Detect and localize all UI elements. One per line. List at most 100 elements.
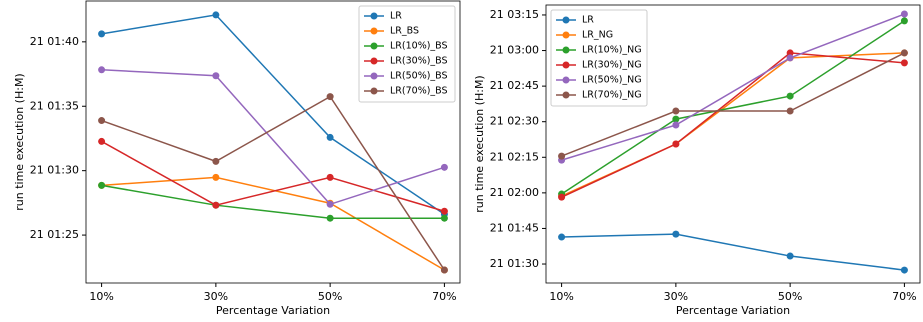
- legend-label: LR(50%)_BS: [390, 71, 448, 82]
- legend-marker: [562, 46, 570, 54]
- plot-frame: [85, 0, 461, 284]
- y-tick-label: 21 01:35: [30, 99, 79, 112]
- y-tick-label: 21 01:40: [30, 35, 79, 48]
- y-tick-label: 21 03:00: [490, 44, 539, 57]
- point: [900, 17, 908, 25]
- point: [326, 133, 334, 141]
- point: [212, 72, 220, 80]
- legend-marker: [562, 76, 570, 84]
- y-axis-label: run time execution (H:M): [13, 73, 26, 210]
- point: [672, 115, 680, 123]
- legend-marker: [370, 72, 378, 80]
- point: [900, 10, 908, 18]
- legend-label: LR(70%)_BS: [390, 86, 448, 97]
- x-tick-label: 30%: [204, 290, 228, 303]
- plot-frame: [545, 4, 921, 284]
- legend: LR LR_NG LR(10%)_NG LR(30%)_NG LR(50%)_NG LR(…: [550, 9, 648, 107]
- point: [212, 157, 220, 165]
- legend-marker: [370, 27, 378, 35]
- y-tick-label: 21 01:30: [490, 257, 539, 270]
- legend-marker: [370, 87, 378, 95]
- point: [212, 201, 220, 209]
- y-tick-label: 21 02:30: [490, 115, 539, 128]
- legend-marker: [562, 91, 570, 99]
- point: [440, 266, 448, 274]
- x-tick-label: 10%: [549, 290, 573, 303]
- point: [786, 54, 794, 62]
- series-line: [101, 184, 445, 219]
- point: [558, 193, 566, 201]
- y-tick-label: 21 02:15: [490, 150, 539, 163]
- legend-label: LR_NG: [582, 30, 613, 41]
- legend-marker: [370, 42, 378, 50]
- point: [672, 230, 680, 238]
- legend-label: LR(30%)_BS: [390, 56, 448, 67]
- legend-label: LR(70%)_NG: [582, 90, 642, 101]
- legend-label: LR: [582, 15, 594, 26]
- point: [672, 140, 680, 148]
- y-tick-label: 21 02:00: [490, 186, 539, 199]
- point: [558, 233, 566, 241]
- legend-frame: [358, 5, 456, 103]
- point: [98, 66, 106, 74]
- point: [212, 173, 220, 181]
- series-line: [101, 140, 445, 212]
- legend-marker: [562, 61, 570, 69]
- point: [98, 181, 106, 189]
- y-tick-label: 21 02:45: [490, 79, 539, 92]
- point: [98, 137, 106, 145]
- plot: 21 01:30 21 01:45 21 02:00 21 02:15 21 02:30…: [473, 4, 921, 317]
- legend-marker: [562, 31, 570, 39]
- legend-frame: [550, 9, 648, 107]
- point: [558, 152, 566, 160]
- point: [672, 121, 680, 129]
- x-axis-label: Percentage Variation: [216, 304, 330, 317]
- point: [786, 49, 794, 57]
- y-tick-label: 21 03:15: [490, 8, 539, 21]
- legend: LR LR_BS LR(10%)_BS LR(30%)_BS LR(50%)_BS LR(…: [358, 5, 456, 103]
- legend-label: LR(10%)_NG: [582, 45, 642, 56]
- x-tick-label: 30%: [664, 290, 688, 303]
- point: [900, 59, 908, 67]
- legend-label: LR: [390, 11, 402, 22]
- y-tick-label: 21 01:45: [490, 221, 539, 234]
- series-line: [101, 69, 445, 206]
- series-line: [561, 233, 905, 271]
- point: [786, 107, 794, 115]
- series-line: [561, 52, 905, 157]
- point: [212, 11, 220, 19]
- y-tick-label: 21 01:30: [30, 164, 79, 177]
- series-line: [101, 176, 445, 271]
- series-line: [561, 13, 905, 161]
- point: [98, 30, 106, 38]
- legend-marker: [370, 12, 378, 20]
- point: [326, 93, 334, 101]
- point: [900, 266, 908, 274]
- x-axis-label: Percentage Variation: [676, 304, 790, 317]
- x-tick-label: 70%: [432, 290, 456, 303]
- legend-label: LR(50%)_NG: [582, 75, 642, 86]
- legend-marker: [562, 16, 570, 24]
- point: [440, 214, 448, 222]
- x-tick-label: 70%: [892, 290, 916, 303]
- point: [440, 163, 448, 171]
- point: [900, 49, 908, 57]
- legend-label: LR(10%)_BS: [390, 41, 448, 52]
- series-line: [561, 52, 905, 198]
- y-tick-label: 21 01:25: [30, 228, 79, 241]
- series-line: [101, 14, 445, 215]
- point: [326, 173, 334, 181]
- legend-label: LR(30%)_NG: [582, 60, 642, 71]
- x-tick-label: 10%: [89, 290, 113, 303]
- point: [326, 214, 334, 222]
- series-line: [101, 95, 446, 271]
- point: [98, 117, 106, 125]
- x-tick-label: 50%: [318, 290, 342, 303]
- point: [326, 200, 334, 208]
- point: [672, 107, 680, 115]
- legend-label: LR_BS: [390, 26, 419, 37]
- x-tick-label: 50%: [778, 290, 802, 303]
- point: [786, 252, 794, 260]
- plot: 21 01:25 21 01:30 21 01:35 21 01:40 10% 30% 50…: [13, 0, 461, 317]
